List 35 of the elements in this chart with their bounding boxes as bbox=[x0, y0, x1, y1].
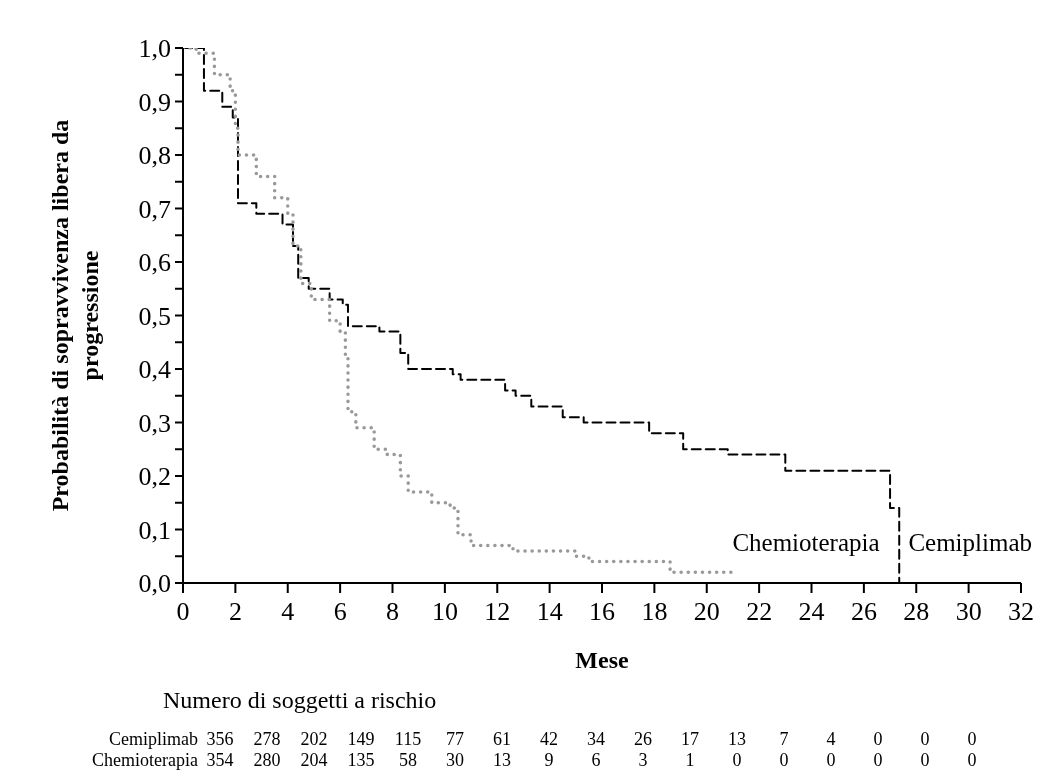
y-tick-label: 0,1 bbox=[138, 515, 171, 545]
x-tick-label: 18 bbox=[641, 597, 668, 626]
y-tick-label: 0,2 bbox=[138, 462, 171, 491]
x-tick-label: 6 bbox=[333, 597, 347, 626]
x-tick-label: 14 bbox=[536, 597, 563, 626]
series-label: Chemioterapia bbox=[732, 528, 880, 556]
y-tick-label: 0,7 bbox=[138, 194, 171, 224]
x-tick-label: 0 bbox=[176, 597, 190, 626]
y-tick-label: 0,6 bbox=[138, 248, 171, 277]
x-tick-label: 12 bbox=[484, 597, 511, 626]
x-tick-label: 22 bbox=[746, 597, 773, 626]
y-axis-title: Probabilità di sopravvivenza libera da progressione bbox=[47, 119, 103, 512]
y-tick-label: 1,0 bbox=[138, 34, 171, 63]
x-tick-label: 26 bbox=[850, 597, 877, 626]
x-tick-label: 28 bbox=[903, 597, 930, 626]
y-tick-label: 0,4 bbox=[138, 355, 171, 384]
x-tick-label: 20 bbox=[693, 597, 720, 626]
y-tick-label: 0,8 bbox=[138, 141, 171, 170]
text: Chemioterapia 354 280 204 135 58 30 13 9 6 3 1 0 0 0 0 0 0 bbox=[92, 750, 977, 770]
x-tick-label: 24 bbox=[798, 597, 825, 626]
x-axis-title: Mese bbox=[575, 647, 629, 673]
x-tick-label: 2 bbox=[228, 597, 242, 626]
x-tick-label: 30 bbox=[955, 597, 982, 626]
x-tick-label: 32 bbox=[1008, 597, 1034, 626]
y-tick-label: 0,0 bbox=[138, 569, 171, 598]
text: Numero di soggetti a rischio bbox=[163, 687, 437, 713]
x-tick-label: 10 bbox=[431, 597, 458, 626]
x-tick-label: 16 bbox=[589, 597, 615, 626]
series-label: Cemiplimab bbox=[908, 528, 1032, 556]
x-tick-label: 8 bbox=[386, 597, 399, 626]
x-tick-label: 4 bbox=[281, 597, 295, 626]
y-tick-label: 0,9 bbox=[138, 87, 171, 117]
y-tick-label: 0,3 bbox=[138, 408, 171, 438]
text: Cemiplimab 356 278 202 149 115 77 61 42 34 26 17 13 7 4 0 0 0 bbox=[109, 729, 977, 749]
y-tick-label: 0,5 bbox=[138, 301, 171, 331]
